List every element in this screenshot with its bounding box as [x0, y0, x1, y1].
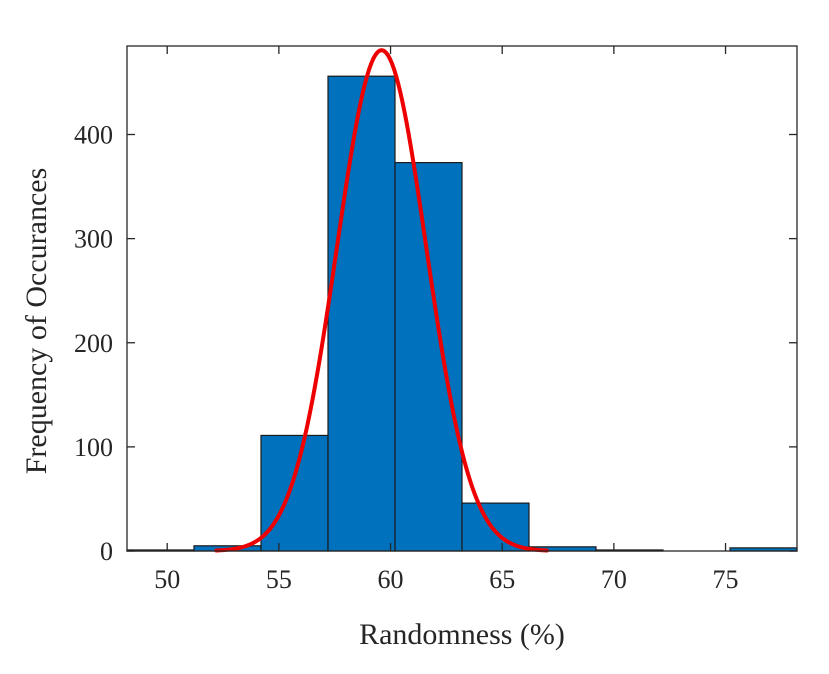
- y-axis-label: Frequency of Occurances: [20, 168, 53, 475]
- bars-layer: [126, 75, 798, 552]
- y-tick-label: 100: [74, 433, 113, 462]
- histogram-bar-3: [327, 75, 396, 552]
- axes-layer: [126, 45, 798, 552]
- y-tick-label: 200: [74, 329, 113, 358]
- histogram-bar-2: [260, 434, 329, 552]
- x-tick-label: 55: [266, 565, 292, 594]
- x-tick-label: 60: [378, 565, 404, 594]
- y-tick-label: 300: [74, 225, 113, 254]
- x-tick-label: 65: [489, 565, 515, 594]
- y-tick-label: 0: [100, 537, 113, 566]
- x-tick-label: 50: [154, 565, 180, 594]
- fit-curve-layer: [214, 48, 549, 553]
- y-tick-label: 400: [74, 121, 113, 150]
- x-tick-label: 75: [713, 565, 739, 594]
- histogram-bar-5: [461, 502, 530, 552]
- ticks-layer: 50 55 60 65 70 75 0 100 200 300 400: [74, 46, 797, 594]
- x-tick-label: 70: [601, 565, 627, 594]
- plot-area-frame: [126, 45, 798, 552]
- x-axis-label: Randomness (%): [359, 618, 565, 651]
- normal-fit-curve: [214, 48, 549, 553]
- histogram-bar-4: [394, 162, 463, 552]
